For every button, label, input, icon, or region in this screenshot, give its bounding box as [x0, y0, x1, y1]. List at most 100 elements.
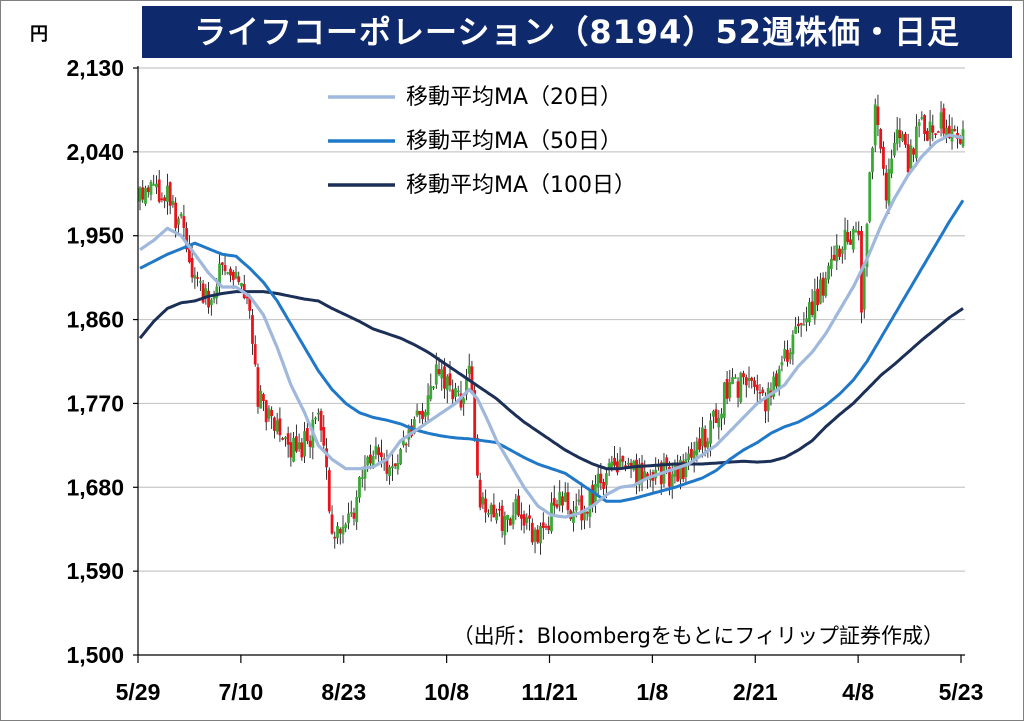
candle-body — [267, 408, 271, 419]
candlestick — [854, 221, 858, 233]
candle-body — [533, 529, 537, 542]
candlestick — [262, 392, 265, 411]
candlestick — [788, 348, 792, 365]
candle-body — [829, 258, 833, 270]
candlestick — [717, 410, 721, 440]
candle-body — [914, 126, 918, 159]
candle-body — [273, 417, 276, 431]
candle-body — [366, 456, 370, 466]
candlestick — [155, 175, 158, 194]
candle-body — [294, 436, 298, 452]
candlestick — [555, 499, 559, 510]
candlestick — [415, 403, 419, 418]
candle-body — [347, 513, 350, 524]
candlestick — [314, 416, 317, 424]
candle-body — [681, 461, 685, 480]
candlestick — [182, 204, 186, 241]
candle-body — [591, 484, 595, 507]
candle-body — [709, 420, 713, 444]
candlestick — [912, 147, 916, 163]
candle-body — [237, 276, 241, 283]
candle-body — [692, 450, 696, 460]
candle-body — [300, 442, 304, 458]
candlestick — [714, 403, 718, 424]
candlestick — [385, 449, 389, 482]
candle-body — [492, 504, 496, 518]
candlestick — [168, 181, 172, 215]
candlestick — [766, 382, 770, 423]
candlestick — [547, 516, 551, 535]
x-tick-label: 1/8 — [636, 679, 668, 705]
candle-body — [832, 254, 836, 261]
candle-body — [473, 390, 477, 440]
candle-body — [283, 437, 287, 439]
candle-body — [432, 386, 435, 389]
candlestick — [692, 441, 696, 473]
candle-body — [700, 427, 704, 447]
candle-body — [635, 459, 638, 485]
candle-body — [522, 514, 526, 526]
candle-body — [358, 477, 361, 498]
legend-label: 移動平均MA（50日） — [406, 129, 622, 154]
candlestick — [805, 306, 809, 332]
candle-body — [958, 138, 962, 144]
candle-body — [462, 398, 466, 405]
candle-body — [297, 442, 301, 450]
candle-body — [470, 366, 474, 391]
candle-body — [160, 198, 164, 200]
candlestick — [141, 180, 145, 203]
candle-body — [547, 525, 551, 531]
candlestick — [613, 446, 616, 470]
candlestick — [662, 453, 666, 488]
candle-body — [330, 514, 334, 534]
candle-body — [399, 449, 403, 465]
candle-body — [572, 511, 575, 523]
candlestick — [377, 444, 381, 462]
candlestick — [308, 435, 312, 459]
candlestick — [198, 276, 202, 291]
candlestick — [478, 472, 482, 511]
ma100-line — [138, 290, 964, 471]
candlestick — [166, 173, 169, 215]
x-tick-label: 10/8 — [424, 679, 469, 705]
candle-body — [550, 502, 553, 532]
candlestick — [939, 101, 943, 137]
candlestick — [528, 504, 531, 531]
candlestick — [525, 513, 529, 530]
candlestick — [363, 455, 367, 491]
candlestick — [615, 453, 619, 476]
candle-body — [695, 441, 699, 455]
candle-body — [939, 112, 943, 129]
candle-body — [936, 131, 940, 133]
candlestick — [196, 271, 200, 287]
candlestick — [953, 125, 957, 132]
candlestick — [914, 114, 918, 167]
candlestick — [928, 110, 932, 150]
candlestick — [275, 412, 279, 435]
y-axis-unit: 円 — [30, 24, 48, 45]
candlestick — [835, 234, 839, 271]
candle-body — [824, 278, 828, 296]
candlestick — [193, 267, 197, 289]
candle-body — [316, 412, 320, 415]
candle-body — [736, 381, 740, 398]
candlestick — [884, 165, 888, 209]
x-tick-label: 5/23 — [939, 679, 984, 705]
candlestick — [618, 447, 622, 469]
candlestick — [338, 527, 342, 545]
candle-body — [410, 425, 413, 437]
candlestick — [396, 454, 400, 475]
candlestick — [530, 518, 534, 545]
candle-body — [585, 512, 589, 514]
candle-body — [155, 183, 158, 188]
candle-body — [698, 438, 702, 450]
candle-body — [761, 389, 765, 394]
candle-body — [212, 294, 216, 300]
candlestick — [851, 225, 855, 253]
candlestick — [369, 444, 372, 470]
candlestick — [492, 493, 496, 518]
candlestick — [558, 480, 562, 512]
candle-body — [777, 368, 781, 390]
candlestick — [426, 383, 430, 422]
candlestick — [862, 265, 866, 319]
